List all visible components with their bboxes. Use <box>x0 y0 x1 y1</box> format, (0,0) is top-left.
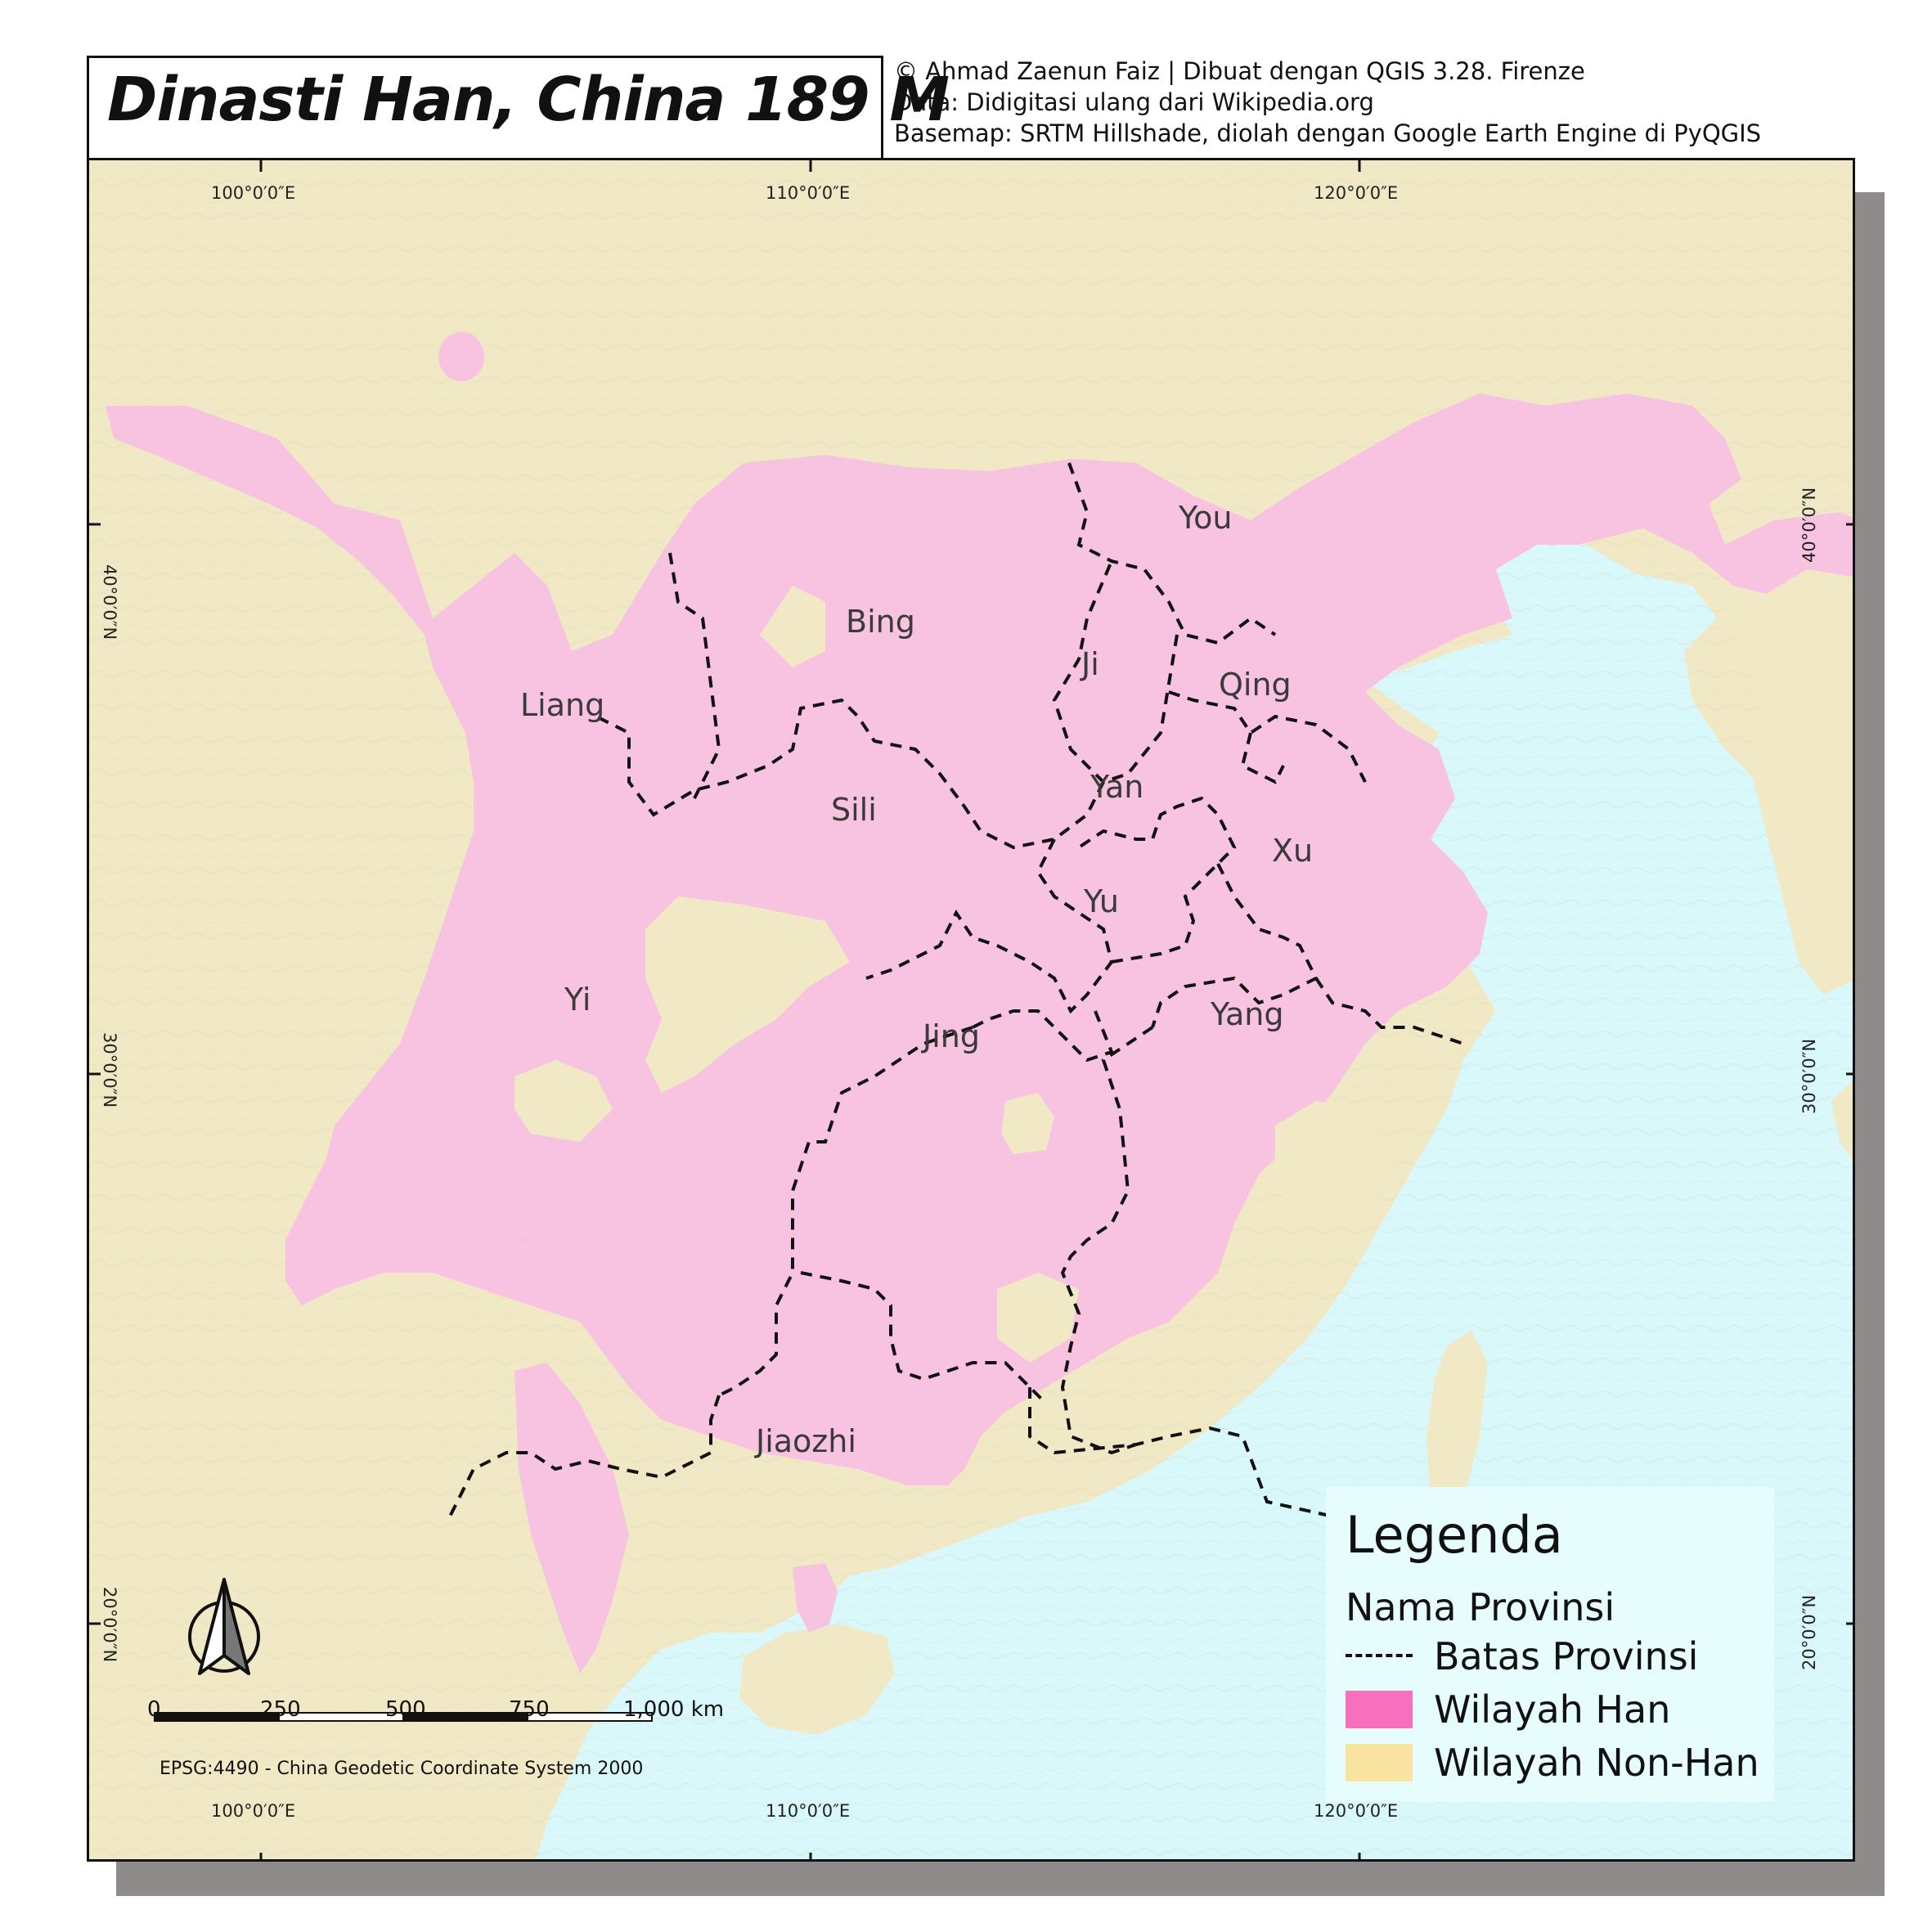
grid-label-right-20: 20°0′0″N <box>1799 1594 1819 1670</box>
grid-label-bottom-100: 100°0′0″E <box>211 1801 296 1821</box>
province-label-liang: Liang <box>520 687 605 723</box>
scale-bar <box>154 1712 653 1722</box>
grid-label-top-100: 100°0′0″E <box>211 183 296 203</box>
han-territory-outpost <box>438 332 484 381</box>
title-box: Dinasti Han, China 189 M <box>87 56 950 160</box>
grid-label-left-20: 20°0′0″N <box>100 1587 119 1663</box>
province-label-qing: Qing <box>1219 667 1292 703</box>
province-boundaries <box>447 462 1464 1520</box>
land-hainan <box>739 1624 895 1735</box>
province-label-bing: Bing <box>846 604 915 640</box>
credit-line-data: Data: Didigitasi ulang dari Wikipedia.or… <box>894 88 1374 116</box>
scale-label-1000: 1,000 km <box>623 1697 725 1722</box>
province-label-yan: Yan <box>1090 769 1144 805</box>
crs-label: EPSG:4490 - China Geodetic Coordinate Sy… <box>160 1759 644 1779</box>
nonhan-enclave-1 <box>645 896 850 1093</box>
province-label-yu: Yu <box>1084 883 1119 919</box>
legend-nonhan-label: Wilayah Non-Han <box>1434 1741 1759 1785</box>
legend-han-swatch <box>1346 1691 1413 1728</box>
scale-label-500: 500 <box>385 1697 426 1722</box>
map-title: Dinasti Han, China 189 M <box>107 65 950 135</box>
grid-label-bottom-110: 110°0′0″E <box>766 1801 851 1821</box>
nonhan-enclave-6 <box>760 586 825 667</box>
grid-label-top-120: 120°0′0″E <box>1314 183 1399 203</box>
land-korea <box>1725 529 1853 995</box>
province-label-ji: Ji <box>1081 646 1099 682</box>
grid-label-top-110: 110°0′0″E <box>766 183 851 203</box>
credit-line-author: © Ahmad Zaenun Faiz | Dibuat dengan QGIS… <box>894 57 1585 85</box>
grid-label-left-40: 40°0′0″N <box>100 564 119 640</box>
credits: © Ahmad Zaenun Faiz | Dibuat dengan QGIS… <box>894 56 1761 149</box>
nonhan-enclave-3 <box>1001 1093 1054 1154</box>
province-label-jiaozhi: Jiaozhi <box>756 1423 856 1459</box>
scale-label-750: 750 <box>509 1697 550 1722</box>
grid-label-left-30: 30°0′0″N <box>100 1032 119 1108</box>
legend: Legenda Nama Provinsi Batas Provinsi Wil… <box>1326 1487 1774 1802</box>
credit-line-basemap: Basemap: SRTM Hillshade, diolah dengan G… <box>894 119 1762 147</box>
province-label-sili: Sili <box>831 792 877 828</box>
legend-nonhan-swatch <box>1346 1744 1413 1781</box>
land-japan <box>1831 1081 1853 1160</box>
grid-label-bottom-120: 120°0′0″E <box>1314 1801 1399 1821</box>
province-label-you: You <box>1179 500 1233 536</box>
han-territory-leizhou <box>793 1563 838 1633</box>
nonhan-enclave-5 <box>1275 1101 1398 1224</box>
legend-title: Legenda <box>1346 1505 1563 1565</box>
legend-province-name: Nama Provinsi <box>1346 1585 1615 1629</box>
province-label-xu: Xu <box>1272 833 1314 869</box>
legend-boundary-label: Batas Provinsi <box>1434 1634 1699 1678</box>
legend-dash-icon <box>1346 1654 1413 1657</box>
nonhan-enclave-2 <box>514 1060 613 1142</box>
province-label-jing: Jing <box>923 1018 980 1054</box>
scale-label-250: 250 <box>260 1697 301 1722</box>
north-arrow-icon <box>188 1578 260 1675</box>
scale-label-0: 0 <box>147 1697 161 1722</box>
nonhan-enclave-4 <box>997 1273 1079 1363</box>
province-label-yi: Yi <box>564 982 591 1018</box>
han-territory-south <box>514 1363 629 1674</box>
province-label-yang: Yang <box>1211 996 1284 1032</box>
graticule-ticks <box>89 160 1853 1859</box>
grid-label-right-30: 30°0′0″N <box>1799 1038 1819 1114</box>
legend-han-label: Wilayah Han <box>1434 1687 1671 1732</box>
grid-label-right-40: 40°0′0″N <box>1799 487 1819 563</box>
